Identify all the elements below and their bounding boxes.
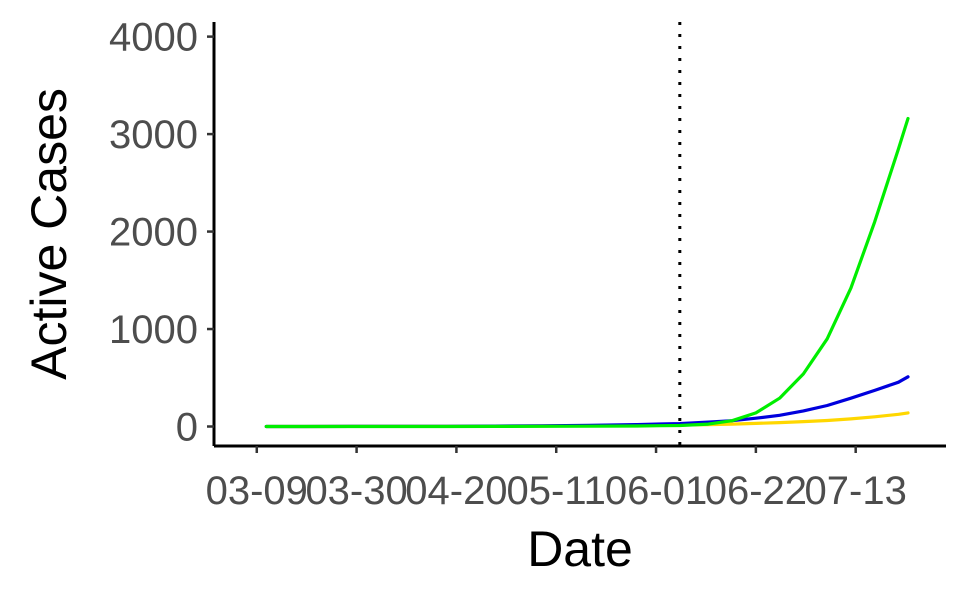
- x-tick-label: 03-30: [305, 469, 407, 513]
- x-tick-label: 06-22: [705, 469, 807, 513]
- y-tick-label: 1000: [109, 308, 198, 352]
- x-tick-label: 07-13: [805, 469, 907, 513]
- axes: [212, 22, 946, 448]
- y-tick-label: 3000: [109, 113, 198, 157]
- y-tick-label: 4000: [109, 16, 198, 60]
- x-tick-label: 06-01: [605, 469, 707, 513]
- x-tick-label: 04-20: [405, 469, 507, 513]
- y-axis-title: Active Cases: [21, 88, 77, 380]
- series-line-2: [264, 116, 910, 429]
- ticks: 0100020003000400003-0903-3004-2005-1106-…: [109, 16, 907, 513]
- series-line-1: [264, 375, 910, 429]
- x-tick-label: 03-09: [206, 469, 308, 513]
- y-tick-label: 2000: [109, 211, 198, 255]
- y-tick-label: 0: [176, 406, 198, 450]
- x-axis-title: Date: [527, 521, 633, 577]
- x-tick-label: 05-11: [507, 469, 606, 513]
- plot-area: [264, 22, 910, 446]
